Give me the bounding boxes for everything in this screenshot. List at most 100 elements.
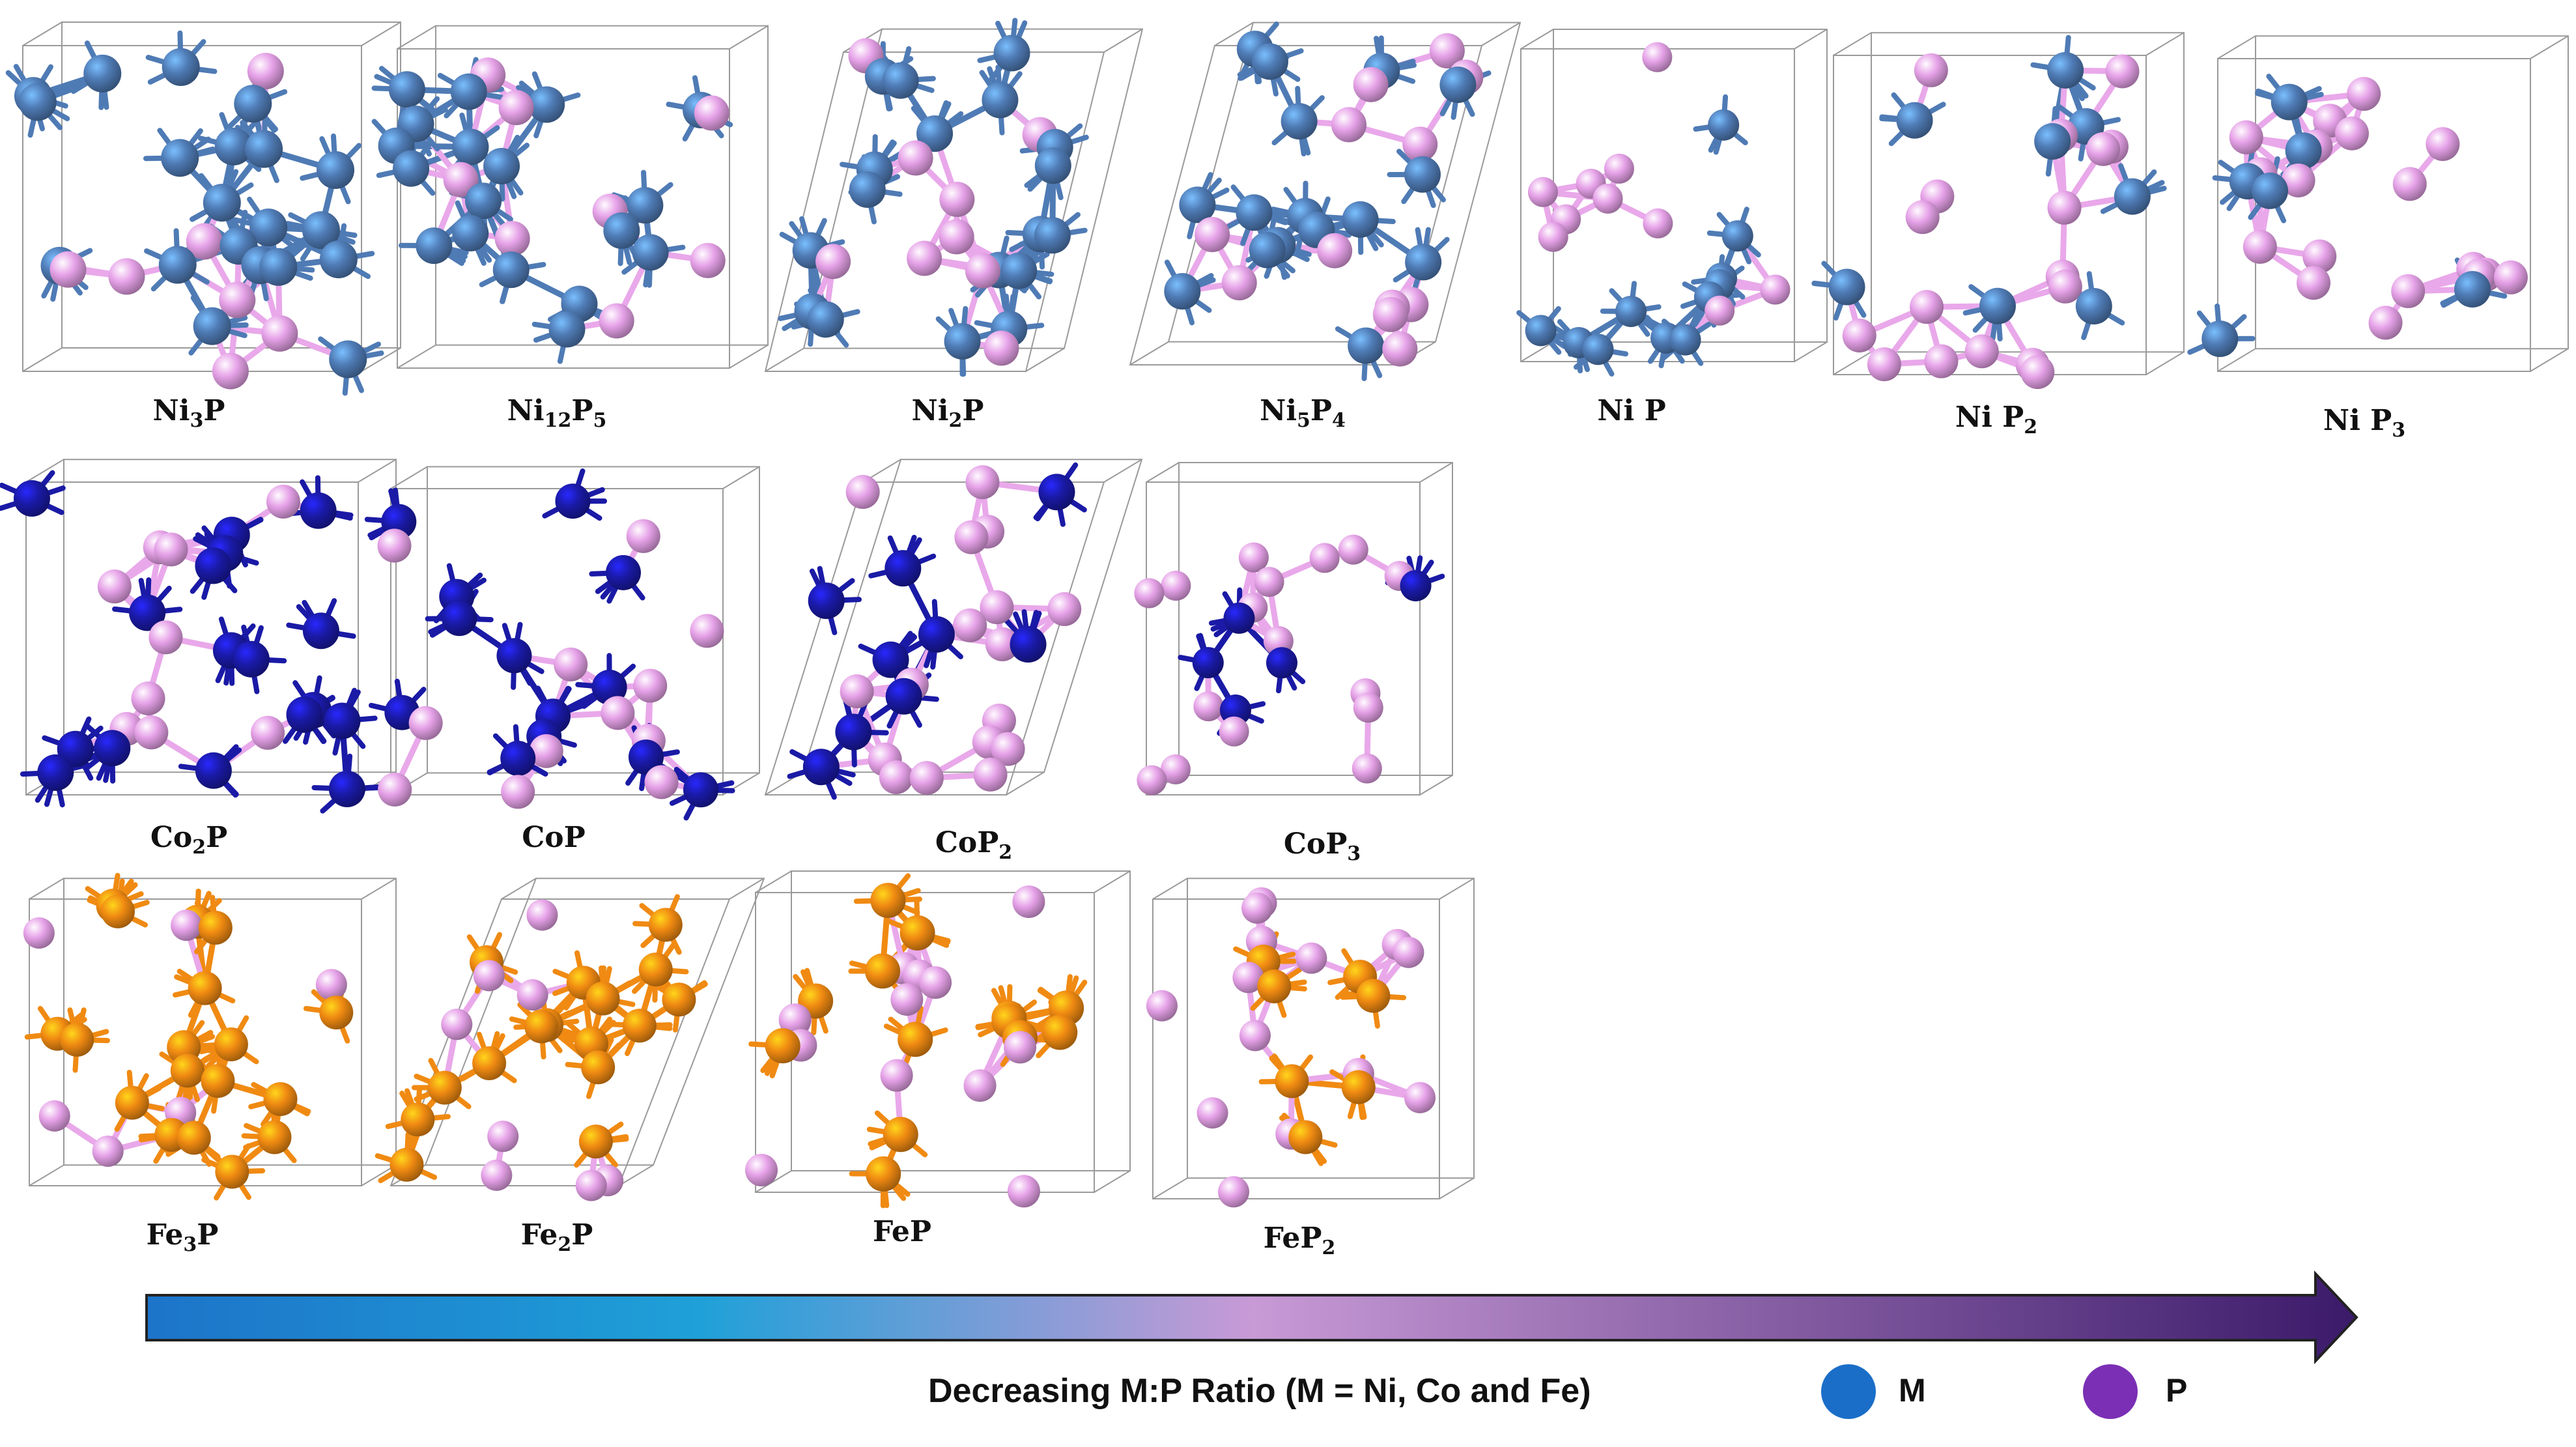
atoms bbox=[1134, 534, 1432, 795]
metal-atom bbox=[648, 908, 683, 942]
arrow-caption: Decreasing M:P Ratio (M = Ni, Co and Fe) bbox=[928, 1372, 1591, 1410]
metal-atom bbox=[885, 550, 922, 587]
metal-atom bbox=[548, 311, 586, 348]
phosphorus-atom bbox=[599, 303, 634, 339]
phosphorus-atom bbox=[633, 668, 668, 703]
phosphorus-atom bbox=[694, 95, 729, 131]
unit-cell-edge bbox=[29, 878, 64, 900]
phosphorus-atom bbox=[408, 706, 443, 740]
phosphorus-atom bbox=[1218, 1176, 1250, 1208]
phosphorus-atom bbox=[1338, 534, 1368, 565]
unit-cell-edge bbox=[1439, 878, 1475, 900]
phosphorus-atom bbox=[526, 899, 558, 931]
phosphorus-atom bbox=[840, 674, 874, 709]
metal-atom bbox=[83, 54, 122, 93]
phosphorus-atom bbox=[441, 1009, 473, 1040]
phosphorus-atom bbox=[984, 330, 1019, 366]
structure-nip3 bbox=[2187, 35, 2569, 372]
metal-atom bbox=[1223, 602, 1255, 634]
formula-label-fep: FeP bbox=[873, 1215, 931, 1248]
metal-atom bbox=[581, 1050, 616, 1085]
metal-atom bbox=[1356, 979, 1391, 1013]
unit-cell-edge bbox=[1520, 341, 1554, 362]
unit-cell-edge bbox=[1439, 1177, 1475, 1199]
phosphorus-atom bbox=[498, 90, 534, 126]
atoms bbox=[378, 57, 729, 348]
phosphorus-atom bbox=[1905, 200, 1940, 235]
atoms bbox=[1828, 51, 2151, 390]
metal-atom bbox=[605, 554, 641, 590]
metal-atom bbox=[115, 1085, 149, 1120]
metal-atom bbox=[193, 307, 231, 345]
metal-atom bbox=[662, 982, 696, 1017]
unit-cell-edge bbox=[361, 878, 397, 900]
atoms bbox=[13, 480, 365, 807]
metal-atom bbox=[18, 83, 57, 121]
formula-label-fe3p: Fe3P bbox=[146, 1218, 219, 1256]
phosphorus-atom bbox=[92, 1135, 124, 1167]
phosphorus-atom bbox=[1295, 942, 1327, 974]
metal-atom bbox=[807, 301, 844, 338]
unit-cell-edge bbox=[729, 878, 765, 900]
metal-atom bbox=[37, 754, 74, 791]
phosphorus-atom bbox=[1160, 754, 1191, 784]
phosphorus-atom bbox=[377, 528, 412, 563]
phosphorus-atom bbox=[473, 960, 505, 992]
phosphorus-atom bbox=[2281, 163, 2315, 197]
phosphorus-atom bbox=[38, 1100, 70, 1132]
unit-cell-edge bbox=[1006, 771, 1045, 795]
metal-atom bbox=[1281, 103, 1318, 140]
phosphorus-atom bbox=[1134, 578, 1165, 609]
metal-atom bbox=[328, 770, 365, 807]
structure-co2p bbox=[0, 459, 397, 814]
phosphorus-atom bbox=[954, 520, 989, 554]
metal-atom bbox=[389, 1147, 424, 1182]
unit-cell-edge bbox=[358, 459, 397, 483]
legend-m-label: M bbox=[1899, 1372, 1926, 1409]
phosphorus-atom bbox=[1193, 691, 1224, 722]
metal-atom bbox=[302, 211, 340, 250]
metal-atom bbox=[452, 214, 489, 251]
phosphorus-atom bbox=[1309, 543, 1340, 573]
unit-cell-edge bbox=[1794, 341, 1828, 362]
phosphorus-atom bbox=[778, 1003, 812, 1037]
formula-label-ni2p: Ni2P bbox=[911, 394, 984, 432]
phosphorus-atom bbox=[2392, 167, 2427, 201]
metal-atom bbox=[329, 340, 367, 379]
metal-atom bbox=[944, 322, 981, 360]
metal-atom bbox=[1288, 1120, 1323, 1154]
metal-atom bbox=[802, 749, 840, 786]
phosphorus-atom bbox=[1221, 265, 1257, 301]
phosphorus-atom bbox=[2347, 77, 2381, 111]
unit-cell-edge bbox=[1214, 21, 1254, 46]
phosphorus-atom bbox=[898, 140, 933, 176]
formula-label-ni5p4: Ni5P4 bbox=[1260, 394, 1346, 432]
metal-atom bbox=[1721, 220, 1753, 252]
structure-nip bbox=[1516, 29, 1828, 377]
metal-atom bbox=[1038, 474, 1075, 511]
metal-atom bbox=[1400, 569, 1432, 601]
phosphorus-atom bbox=[1842, 319, 1876, 353]
phosphorus-atom bbox=[919, 966, 952, 999]
metal-atom bbox=[195, 547, 232, 584]
structure-nip2 bbox=[1811, 32, 2185, 390]
metal-atom bbox=[622, 1009, 657, 1043]
metal-atom bbox=[214, 1027, 248, 1062]
unit-cell-edge bbox=[2145, 32, 2185, 56]
metal-atom bbox=[201, 1064, 235, 1098]
phosphorus-atom bbox=[97, 569, 132, 604]
metal-atom bbox=[60, 1022, 94, 1057]
legend-p-label: P bbox=[2166, 1372, 2188, 1409]
metal-atom bbox=[603, 212, 640, 250]
phosphorus-atom bbox=[212, 352, 249, 390]
phosphorus-atom bbox=[149, 620, 183, 655]
phosphorus-atom bbox=[251, 715, 285, 750]
metal-atom bbox=[452, 128, 489, 165]
phosphorus-atom bbox=[909, 761, 944, 795]
phosphorus-atom bbox=[1924, 344, 1959, 379]
phosphorus-atom bbox=[690, 242, 726, 278]
phosphorus-atom bbox=[23, 917, 55, 949]
phosphorus-atom bbox=[1429, 33, 1465, 69]
phosphorus-atom bbox=[2086, 132, 2121, 166]
metal-atom bbox=[2271, 83, 2308, 121]
